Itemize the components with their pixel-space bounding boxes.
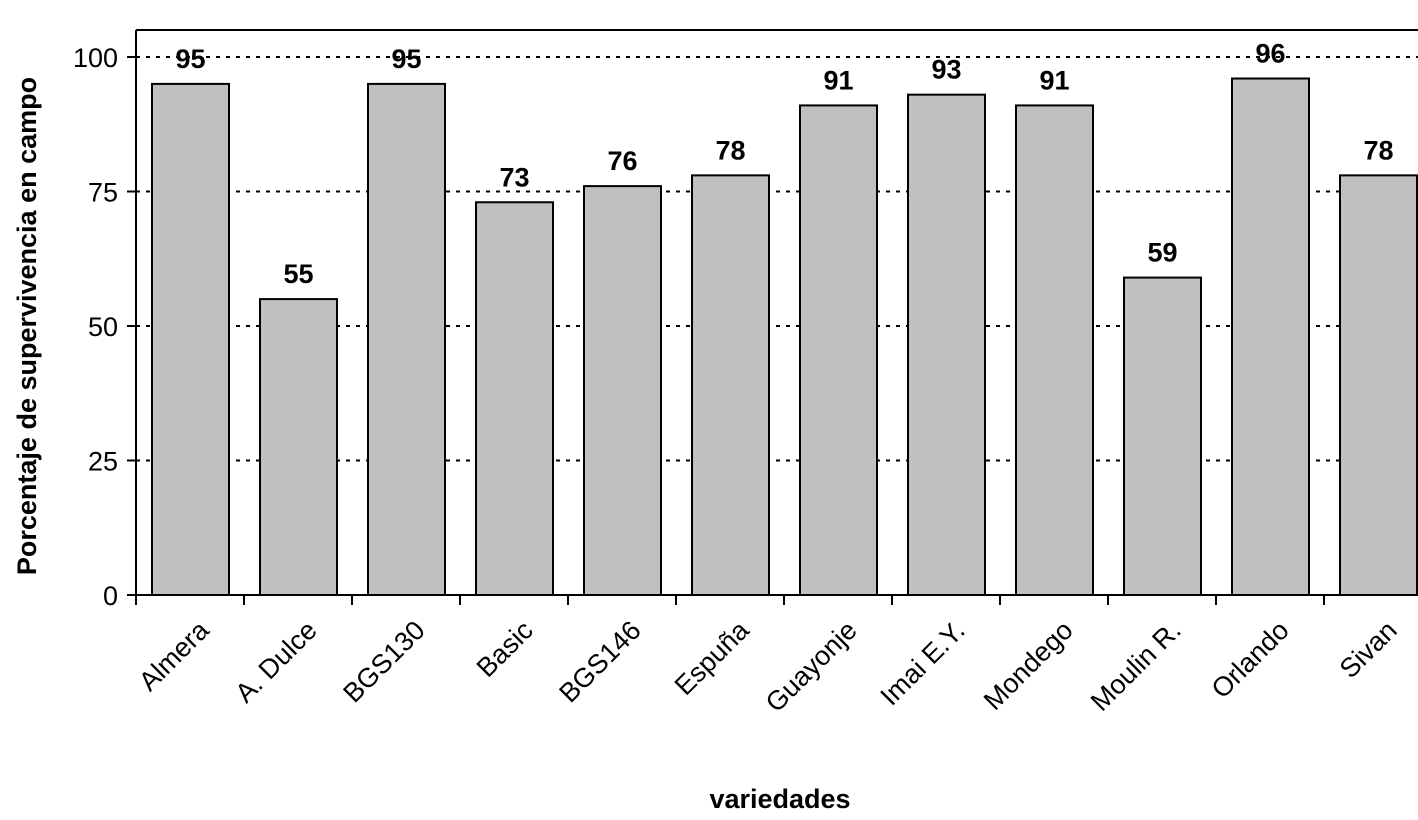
data-label-0: 95 xyxy=(175,44,205,74)
bar-0 xyxy=(151,82,230,597)
x-tick-label: Guayonje xyxy=(760,615,863,718)
x-tick-label: Sivan xyxy=(1334,615,1403,684)
gridlines xyxy=(136,56,1418,462)
data-label-1: 55 xyxy=(283,259,313,289)
data-label-8: 91 xyxy=(1039,65,1069,95)
x-tick-label: Mondego xyxy=(978,615,1079,716)
data-label-6: 91 xyxy=(823,65,853,95)
y-tick-label: 25 xyxy=(88,447,118,477)
x-tick-label: Espuña xyxy=(669,614,756,701)
data-label-9: 59 xyxy=(1147,238,1177,268)
x-axis-title: variedades xyxy=(709,784,850,814)
x-tick-label: Imai E.Y. xyxy=(875,615,971,711)
x-ticks: Almera A. Dulce BGS130 Basic BGS146 Espuña Gua… xyxy=(133,595,1403,718)
bar-3 xyxy=(475,201,554,596)
y-tick-label: 50 xyxy=(88,312,118,342)
data-label-2: 95 xyxy=(391,44,421,74)
y-axis-title: Porcentaje de supervivencia en campo xyxy=(12,77,42,575)
data-labels: 95 55 95 73 76 78 91 93 91 59 96 78 xyxy=(175,39,1393,290)
data-label-5: 78 xyxy=(715,135,745,165)
bar-1 xyxy=(259,298,338,596)
bar-4 xyxy=(583,185,662,596)
y-tick-label: 75 xyxy=(88,178,118,208)
data-label-11: 78 xyxy=(1363,135,1393,165)
bar-8 xyxy=(1015,104,1094,596)
data-label-10: 96 xyxy=(1255,39,1285,69)
x-tick-label: BGS130 xyxy=(337,615,430,708)
data-label-3: 73 xyxy=(499,162,529,192)
data-label-7: 93 xyxy=(931,55,961,85)
x-tick-label: Basic xyxy=(471,615,539,683)
y-ticks: 0 25 50 75 100 xyxy=(73,43,136,611)
data-label-4: 76 xyxy=(607,146,637,176)
x-tick-label: A. Dulce xyxy=(229,615,322,708)
axes xyxy=(135,29,1418,596)
x-tick-label: Orlando xyxy=(1206,615,1295,704)
x-tick-label: Almera xyxy=(133,614,215,696)
bar-2 xyxy=(367,82,446,597)
x-tick-label: BGS146 xyxy=(553,615,646,708)
bar-11 xyxy=(1339,174,1418,597)
y-tick-label: 0 xyxy=(103,581,118,611)
bar-5 xyxy=(691,174,770,597)
x-tick-label: Moulin R. xyxy=(1085,615,1187,717)
bar-6 xyxy=(799,104,878,596)
bar-9 xyxy=(1123,276,1202,596)
bar-7 xyxy=(907,93,986,596)
y-tick-label: 100 xyxy=(73,43,118,73)
bar-10 xyxy=(1231,77,1310,596)
bars xyxy=(151,77,1418,597)
